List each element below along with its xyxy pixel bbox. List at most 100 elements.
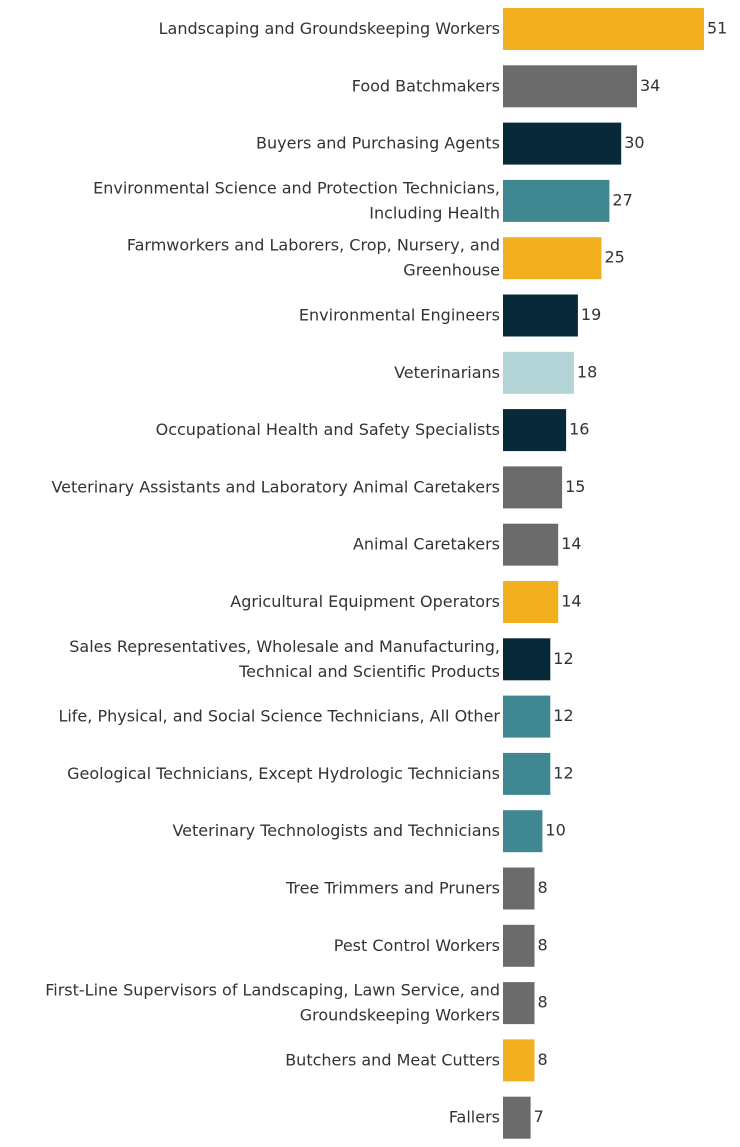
bar-row: Pest Control Workers 8 [334, 924, 548, 967]
value-label: 7 [534, 1107, 544, 1126]
category-label: Animal Caretakers [353, 534, 500, 553]
value-label: 8 [538, 993, 548, 1012]
value-label: 14 [561, 592, 581, 611]
bar [503, 982, 535, 1025]
category-label: Veterinary Assistants and Laboratory Ani… [51, 477, 500, 496]
value-label: 16 [569, 420, 589, 439]
bar [503, 1096, 531, 1139]
bar [503, 409, 567, 452]
bar [503, 122, 622, 165]
value-label: 25 [605, 248, 625, 267]
bar-row: Environmental Science and Protection Tec… [93, 178, 633, 222]
category-label-line: Sales Representatives, Wholesale and Man… [69, 636, 500, 655]
category-label-line: Veterinarians [394, 362, 500, 381]
category-label: Occupational Health and Safety Specialis… [156, 420, 500, 439]
value-label: 51 [707, 19, 727, 38]
category-label-line: Geological Technicians, Except Hydrologi… [67, 763, 500, 782]
category-label-line: First-Line Supervisors of Landscaping, L… [45, 980, 500, 999]
category-label: Veterinarians [394, 362, 500, 381]
value-label: 12 [553, 649, 573, 668]
bar-row: Buyers and Purchasing Agents 30 [256, 122, 645, 165]
bar [503, 237, 602, 280]
bar [503, 752, 551, 795]
bar [503, 294, 578, 337]
category-label-line: Animal Caretakers [353, 534, 500, 553]
category-label-line: Environmental Engineers [299, 305, 500, 324]
category-label-line: Life, Physical, and Social Science Techn… [58, 706, 500, 725]
category-label: Agricultural Equipment Operators [230, 592, 500, 611]
value-label: 18 [577, 362, 597, 381]
category-label-line: Agricultural Equipment Operators [230, 592, 500, 611]
category-label-line: Landscaping and Groundskeeping Workers [159, 19, 500, 38]
value-label: 14 [561, 534, 581, 553]
bar [503, 1039, 535, 1082]
category-label-line: Pest Control Workers [334, 935, 500, 954]
category-label-line: Farmworkers and Laborers, Crop, Nursery,… [127, 235, 500, 254]
category-label-line: Greenhouse [403, 260, 500, 279]
category-label-line: Fallers [449, 1107, 500, 1126]
bar [503, 351, 574, 394]
bar [503, 179, 610, 222]
category-label: Veterinary Technologists and Technicians [172, 821, 500, 840]
category-label-line: Butchers and Meat Cutters [285, 1050, 500, 1069]
category-label: Geological Technicians, Except Hydrologi… [67, 763, 500, 782]
bar [503, 581, 559, 623]
category-label-line: Technical and Scientific Products [238, 661, 500, 680]
value-label: 8 [538, 1050, 548, 1069]
bar [503, 924, 535, 967]
bar [503, 867, 535, 910]
category-label: Environmental Science and Protection Tec… [93, 178, 500, 222]
category-label-line: Including Health [369, 203, 500, 222]
bar-row: Butchers and Meat Cutters 8 [285, 1039, 548, 1082]
bar [503, 638, 551, 681]
category-label-line: Environmental Science and Protection Tec… [93, 178, 500, 197]
category-label: Buyers and Purchasing Agents [256, 133, 500, 152]
category-label: Sales Representatives, Wholesale and Man… [69, 636, 500, 680]
category-label-line: Tree Trimmers and Pruners [285, 878, 500, 897]
bar-row: First-Line Supervisors of Landscaping, L… [45, 980, 548, 1025]
category-label: Life, Physical, and Social Science Techn… [58, 706, 500, 725]
bar [503, 8, 704, 50]
bar-row: Veterinarians 18 [394, 351, 597, 394]
bar [503, 810, 543, 853]
bar [503, 695, 551, 738]
value-label: 10 [545, 821, 565, 840]
bar-row: Farmworkers and Laborers, Crop, Nursery,… [127, 235, 625, 280]
category-label-line: Occupational Health and Safety Specialis… [156, 420, 500, 439]
category-label: Environmental Engineers [299, 305, 500, 324]
bar [503, 466, 563, 509]
bar-row: Life, Physical, and Social Science Techn… [58, 695, 574, 738]
bars-layer: Landscaping and Groundskeeping Workers 51… [45, 8, 727, 1139]
bar-row: Environmental Engineers 19 [299, 294, 601, 337]
category-label: Food Batchmakers [352, 76, 500, 95]
value-label: 12 [553, 763, 573, 782]
value-label: 27 [612, 190, 632, 209]
category-label: Pest Control Workers [334, 935, 500, 954]
category-label-line: Veterinary Assistants and Laboratory Ani… [51, 477, 500, 496]
category-label: First-Line Supervisors of Landscaping, L… [45, 980, 500, 1024]
bar-row: Animal Caretakers 14 [353, 523, 582, 566]
category-label-line: Buyers and Purchasing Agents [256, 133, 500, 152]
category-label-line: Groundskeeping Workers [300, 1005, 500, 1024]
category-label: Farmworkers and Laborers, Crop, Nursery,… [127, 235, 500, 279]
category-label: Butchers and Meat Cutters [285, 1050, 500, 1069]
value-label: 30 [624, 133, 644, 152]
bar-row: Occupational Health and Safety Specialis… [156, 409, 589, 452]
category-label-line: Veterinary Technologists and Technicians [172, 821, 500, 840]
bar [503, 65, 637, 108]
bar-row: Tree Trimmers and Pruners 8 [285, 867, 548, 910]
bar-row: Veterinary Assistants and Laboratory Ani… [51, 466, 585, 509]
value-label: 15 [565, 477, 585, 496]
bar-row: Landscaping and Groundskeeping Workers 51 [159, 8, 727, 50]
bar-row: Agricultural Equipment Operators 14 [230, 581, 582, 623]
category-label-line: Food Batchmakers [352, 76, 500, 95]
bar-row: Sales Representatives, Wholesale and Man… [69, 636, 574, 681]
bar-row: Food Batchmakers 34 [352, 65, 660, 108]
value-label: 34 [640, 76, 660, 95]
bar-row: Veterinary Technologists and Technicians… [172, 810, 566, 853]
value-label: 8 [538, 935, 548, 954]
bar-row: Geological Technicians, Except Hydrologi… [67, 752, 574, 795]
category-label: Fallers [449, 1107, 500, 1126]
value-label: 8 [538, 878, 548, 897]
bar-row: Fallers 7 [449, 1096, 544, 1139]
